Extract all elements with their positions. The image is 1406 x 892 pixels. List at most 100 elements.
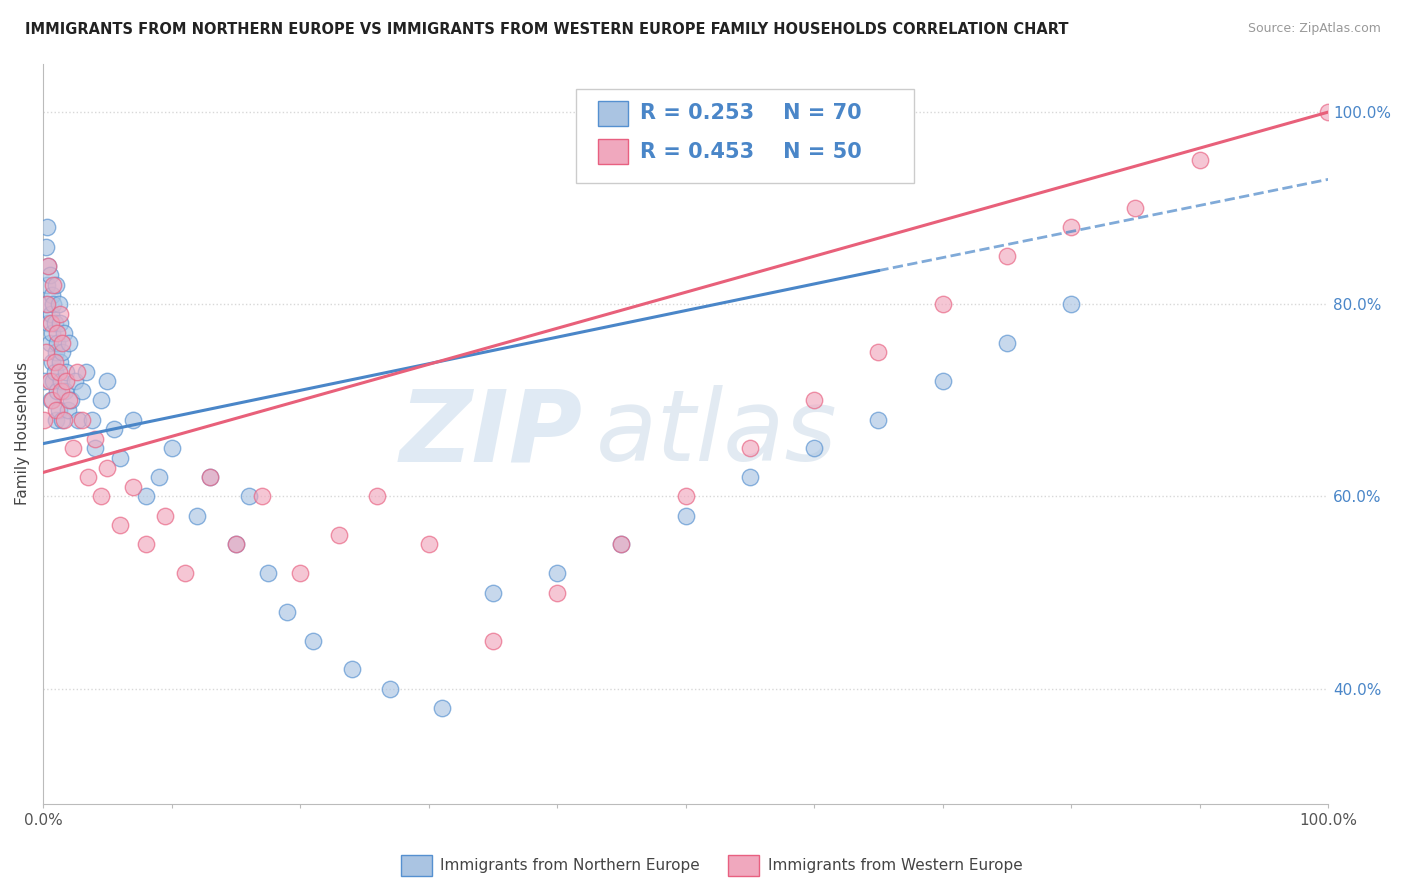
Point — [35, 297, 58, 311]
Point — [44, 355, 66, 369]
Point — [482, 633, 505, 648]
Point — [77, 470, 100, 484]
Point — [51, 335, 73, 350]
Point — [173, 566, 195, 581]
Point — [738, 442, 761, 456]
Point — [41, 287, 63, 301]
Point — [238, 490, 260, 504]
Point — [75, 365, 97, 379]
Point — [34, 412, 56, 426]
Point — [995, 249, 1018, 263]
Point — [328, 528, 350, 542]
Point — [340, 662, 363, 676]
Point — [35, 345, 58, 359]
Point — [931, 297, 953, 311]
Point — [38, 268, 60, 283]
Point — [55, 374, 77, 388]
Point — [110, 518, 132, 533]
Point — [52, 412, 75, 426]
Point — [56, 403, 79, 417]
Point — [62, 442, 84, 456]
Point — [41, 355, 63, 369]
Text: Source: ZipAtlas.com: Source: ZipAtlas.com — [1247, 22, 1381, 36]
Point — [39, 317, 62, 331]
Point — [65, 374, 87, 388]
Point — [53, 384, 76, 398]
Point — [83, 432, 105, 446]
Text: IMMIGRANTS FROM NORTHERN EUROPE VS IMMIGRANTS FROM WESTERN EUROPE FAMILY HOUSEHO: IMMIGRANTS FROM NORTHERN EUROPE VS IMMIG… — [25, 22, 1069, 37]
Point — [90, 490, 112, 504]
Point — [931, 374, 953, 388]
Point — [135, 537, 157, 551]
Point — [60, 393, 83, 408]
Point — [155, 508, 177, 523]
Point — [46, 326, 69, 340]
Point — [378, 681, 401, 696]
Point — [52, 326, 75, 340]
Point — [35, 278, 58, 293]
Point — [1060, 297, 1083, 311]
Point — [42, 374, 65, 388]
Point — [1125, 201, 1147, 215]
Point — [675, 508, 697, 523]
Point — [110, 450, 132, 465]
Point — [276, 605, 298, 619]
Point — [868, 345, 890, 359]
Point — [38, 335, 60, 350]
Point — [122, 480, 145, 494]
Point — [58, 393, 80, 408]
Point — [302, 633, 325, 648]
Point — [42, 278, 65, 293]
Point — [738, 470, 761, 484]
Point — [80, 412, 103, 426]
Point — [46, 335, 69, 350]
Point — [41, 326, 63, 340]
Point — [44, 365, 66, 379]
Point — [37, 259, 59, 273]
Point — [83, 442, 105, 456]
Point — [225, 537, 247, 551]
Point — [35, 220, 58, 235]
Point — [45, 412, 67, 426]
Point — [1188, 153, 1211, 168]
Text: ZIP: ZIP — [399, 385, 583, 483]
Point — [46, 384, 69, 398]
Point — [35, 297, 58, 311]
Text: atlas: atlas — [596, 385, 838, 483]
Point — [148, 470, 170, 484]
Point — [45, 345, 67, 359]
Point — [39, 307, 62, 321]
Text: Immigrants from Western Europe: Immigrants from Western Europe — [768, 858, 1022, 872]
Point — [610, 537, 633, 551]
Point — [290, 566, 312, 581]
Point — [49, 355, 72, 369]
Point — [803, 393, 825, 408]
Point — [44, 317, 66, 331]
Point — [48, 365, 70, 379]
Point — [803, 442, 825, 456]
Point — [55, 365, 77, 379]
Point — [103, 422, 125, 436]
Point — [135, 490, 157, 504]
Point — [418, 537, 440, 551]
Point — [51, 412, 73, 426]
Point — [1317, 105, 1340, 120]
Point — [41, 393, 63, 408]
Point — [42, 297, 65, 311]
Point — [250, 490, 273, 504]
Point — [70, 412, 93, 426]
Y-axis label: Family Households: Family Households — [15, 362, 30, 506]
Point — [186, 508, 208, 523]
Point — [38, 374, 60, 388]
Point — [49, 317, 72, 331]
Point — [45, 403, 67, 417]
Point — [610, 537, 633, 551]
Point — [58, 335, 80, 350]
Point — [482, 585, 505, 599]
Point — [430, 701, 453, 715]
Point — [122, 412, 145, 426]
Point — [868, 412, 890, 426]
Point — [96, 374, 118, 388]
Point — [995, 335, 1018, 350]
Point — [675, 490, 697, 504]
